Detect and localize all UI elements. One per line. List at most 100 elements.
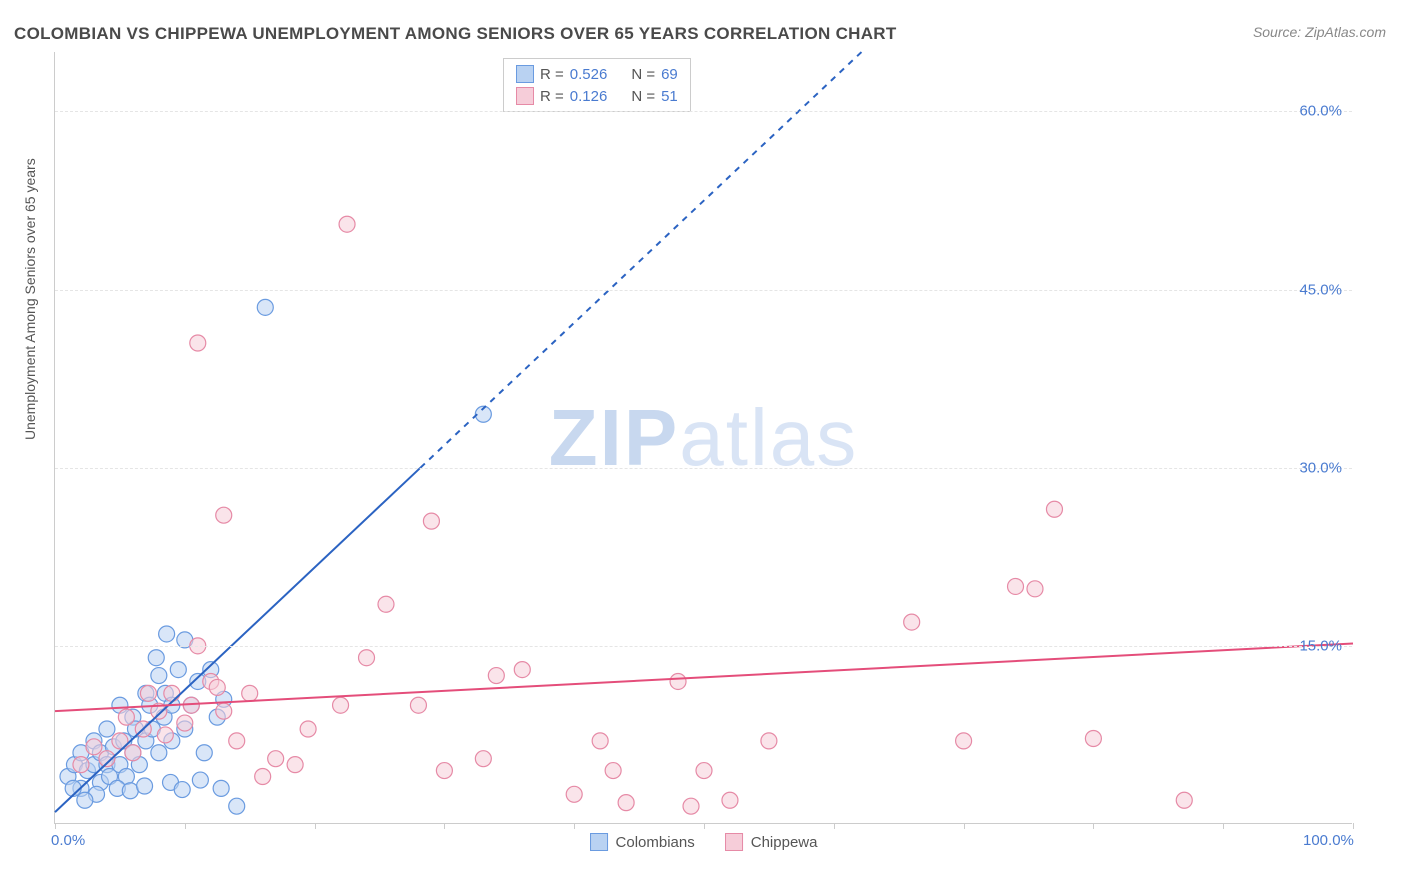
data-point: [177, 715, 193, 731]
x-tick: [1353, 823, 1354, 829]
data-point: [761, 733, 777, 749]
swatch-colombians: [590, 833, 608, 851]
data-point: [174, 782, 190, 798]
legend-item-chippewa: Chippewa: [725, 833, 818, 851]
y-tick-label: 60.0%: [1299, 103, 1342, 120]
data-point: [1085, 730, 1101, 746]
data-point: [213, 780, 229, 796]
data-point: [722, 792, 738, 808]
grid-line: [55, 111, 1352, 112]
r-label: R =: [540, 88, 564, 105]
data-point: [148, 650, 164, 666]
data-point: [118, 709, 134, 725]
data-point: [300, 721, 316, 737]
data-point: [359, 650, 375, 666]
data-point: [696, 763, 712, 779]
regression-line: [55, 468, 420, 812]
data-point: [287, 757, 303, 773]
y-axis-label: Unemployment Among Seniors over 65 years: [22, 158, 38, 440]
data-point: [566, 786, 582, 802]
data-point: [592, 733, 608, 749]
r-value-0: 0.526: [570, 66, 608, 83]
data-point: [475, 751, 491, 767]
data-point: [99, 721, 115, 737]
data-point: [125, 745, 141, 761]
stats-legend-row: R = 0.526 N = 69: [516, 63, 678, 85]
data-point: [618, 795, 634, 811]
data-point: [151, 745, 167, 761]
y-tick-label: 45.0%: [1299, 281, 1342, 298]
legend-label: Colombians: [616, 834, 695, 851]
x-tick: [964, 823, 965, 829]
data-point: [257, 299, 273, 315]
data-point: [514, 662, 530, 678]
swatch-colombians: [516, 65, 534, 83]
data-point: [956, 733, 972, 749]
x-tick: [834, 823, 835, 829]
data-point: [605, 763, 621, 779]
chart-title: COLOMBIAN VS CHIPPEWA UNEMPLOYMENT AMONG…: [14, 24, 897, 44]
data-point: [255, 768, 271, 784]
data-point: [122, 783, 138, 799]
x-tick: [315, 823, 316, 829]
x-tick-label: 0.0%: [51, 832, 85, 849]
data-point: [137, 778, 153, 794]
x-tick: [55, 823, 56, 829]
x-tick: [1093, 823, 1094, 829]
data-point: [216, 703, 232, 719]
data-point: [683, 798, 699, 814]
x-tick-label: 100.0%: [1303, 832, 1354, 849]
data-point: [1046, 501, 1062, 517]
data-point: [77, 792, 93, 808]
chart-container: COLOMBIAN VS CHIPPEWA UNEMPLOYMENT AMONG…: [0, 0, 1406, 892]
data-point: [190, 335, 206, 351]
data-point: [157, 727, 173, 743]
data-point: [242, 685, 258, 701]
data-point: [86, 739, 102, 755]
data-point: [436, 763, 452, 779]
data-point: [1008, 578, 1024, 594]
r-label: R =: [540, 66, 564, 83]
data-point: [1176, 792, 1192, 808]
chart-svg: [55, 52, 1352, 823]
data-point: [159, 626, 175, 642]
data-point: [151, 668, 167, 684]
legend-label: Chippewa: [751, 834, 818, 851]
y-tick-label: 30.0%: [1299, 459, 1342, 476]
stats-legend: R = 0.526 N = 69 R = 0.126 N = 51: [503, 58, 691, 112]
source-attribution: Source: ZipAtlas.com: [1253, 24, 1386, 40]
stats-legend-row: R = 0.126 N = 51: [516, 85, 678, 107]
data-point: [229, 798, 245, 814]
regression-line-dashed: [420, 52, 861, 468]
swatch-chippewa: [725, 833, 743, 851]
swatch-chippewa: [516, 87, 534, 105]
regression-line: [55, 643, 1353, 711]
data-point: [333, 697, 349, 713]
data-point: [1027, 581, 1043, 597]
data-point: [378, 596, 394, 612]
grid-line: [55, 468, 1352, 469]
n-label: N =: [631, 66, 655, 83]
r-value-1: 0.126: [570, 88, 608, 105]
n-value-1: 51: [661, 88, 678, 105]
data-point: [339, 216, 355, 232]
data-point: [423, 513, 439, 529]
n-value-0: 69: [661, 66, 678, 83]
data-point: [904, 614, 920, 630]
data-point: [196, 745, 212, 761]
n-label: N =: [631, 88, 655, 105]
data-point: [229, 733, 245, 749]
series-legend: Colombians Chippewa: [590, 833, 818, 851]
data-point: [192, 772, 208, 788]
data-point: [410, 697, 426, 713]
plot-area: ZIPatlas R = 0.526 N = 69 R = 0.126 N = …: [54, 52, 1352, 824]
x-tick: [444, 823, 445, 829]
grid-line: [55, 646, 1352, 647]
data-point: [140, 685, 156, 701]
data-point: [670, 673, 686, 689]
data-point: [268, 751, 284, 767]
x-tick: [1223, 823, 1224, 829]
x-tick: [185, 823, 186, 829]
x-tick: [574, 823, 575, 829]
data-point: [488, 668, 504, 684]
